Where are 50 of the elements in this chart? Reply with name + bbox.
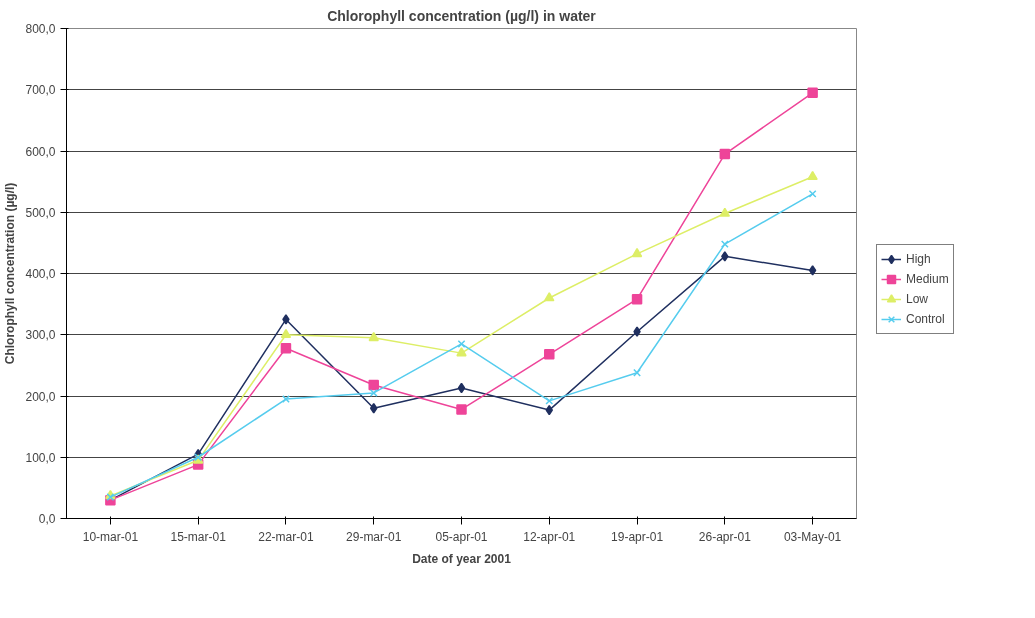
point <box>807 170 818 181</box>
point <box>719 148 731 160</box>
y-tick-label: 100,0 <box>25 450 56 465</box>
y-tick-label: 600,0 <box>25 144 56 159</box>
point <box>368 331 379 342</box>
point <box>368 379 379 391</box>
point <box>633 326 641 337</box>
y-tick-label: 700,0 <box>25 83 56 98</box>
y-axis-title: Chlorophyll concentration (µg/l) <box>3 182 18 365</box>
x-tick-label: 10-mar-01 <box>82 529 139 544</box>
point <box>544 292 555 302</box>
x-axis-title: Date of year 2001 <box>412 551 512 566</box>
point <box>721 251 729 262</box>
point <box>106 493 115 501</box>
point <box>808 265 817 276</box>
point <box>280 328 292 339</box>
point <box>280 342 292 354</box>
legend-label: Control <box>906 312 945 326</box>
point <box>282 314 290 325</box>
point <box>719 207 731 217</box>
legend-label: High <box>906 252 931 266</box>
point <box>807 87 818 99</box>
point <box>456 404 467 415</box>
y-tick-label: 300,0 <box>25 328 56 343</box>
x-tick-label: 19-apr-01 <box>611 529 664 544</box>
y-tick-label: 0,0 <box>38 512 56 526</box>
point <box>282 395 290 403</box>
point <box>545 404 554 416</box>
point <box>631 293 643 305</box>
chart-title: Chlorophyll concentration (µg/l) in water <box>327 7 597 24</box>
x-tick-label: 29-mar-01 <box>346 529 402 544</box>
point <box>456 347 467 357</box>
point <box>369 389 378 397</box>
point <box>544 349 555 360</box>
legend-label: Low <box>906 292 929 306</box>
point <box>369 403 378 414</box>
point <box>457 382 466 394</box>
y-tick-label: 800,0 <box>25 22 56 36</box>
x-tick-label: 12-apr-01 <box>523 529 576 544</box>
y-tick-label: 500,0 <box>25 205 56 220</box>
point <box>631 247 643 258</box>
x-tick-label: 15-mar-01 <box>170 529 227 544</box>
x-tick-label: 03-May-01 <box>783 529 842 544</box>
y-tick-label: 400,0 <box>25 267 56 281</box>
x-tick-label: 05-apr-01 <box>435 529 488 544</box>
x-tick-label: 26-apr-01 <box>698 529 752 544</box>
legend-label: Medium <box>906 272 949 286</box>
point <box>457 340 466 348</box>
x-tick-label: 22-mar-01 <box>258 529 314 544</box>
y-tick-label: 200,0 <box>25 389 56 404</box>
